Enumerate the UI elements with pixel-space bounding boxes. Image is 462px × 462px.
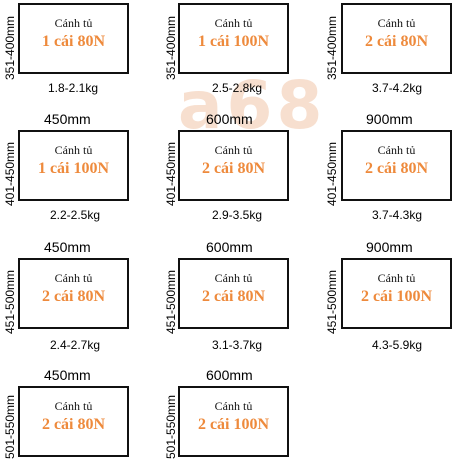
height-label: 451-500mm: [3, 269, 17, 334]
cabinet-door-box: Cánh tủ 2 cái 80N: [178, 258, 289, 329]
hinge-spec: 2 cái 80N: [364, 160, 429, 177]
hinge-spec: 1 cái 80N: [41, 33, 106, 50]
width-label: 600mm: [206, 239, 253, 255]
cabinet-door-box: Cánh tủ 2 cái 100N: [178, 386, 289, 457]
weight-range: 1.8-2.1kg: [48, 81, 99, 95]
height-label: 451-500mm: [325, 269, 339, 334]
width-label: 450mm: [44, 367, 91, 383]
panel-label: Cánh tủ: [214, 16, 253, 30]
weight-range: 4.3-5.9kg: [372, 338, 423, 352]
cabinet-door-box: Cánh tủ 2 cái 100N: [341, 258, 452, 329]
width-label: 900mm: [366, 111, 413, 127]
weight-range: 3.7-4.3kg: [372, 208, 423, 222]
cabinet-door-box: Cánh tủ 1 cái 80N: [18, 3, 129, 74]
cabinet-door-box: Cánh tủ 1 cái 100N: [18, 130, 129, 201]
height-label: 351-400mm: [325, 15, 339, 80]
width-label: 450mm: [44, 111, 91, 127]
panel-label: Cánh tủ: [54, 143, 93, 157]
cabinet-door-box: Cánh tủ 2 cái 80N: [18, 258, 129, 329]
height-label: 451-500mm: [164, 269, 178, 334]
cabinet-door-box: Cánh tủ 1 cái 100N: [178, 3, 289, 74]
panel-label: Cánh tủ: [377, 143, 416, 157]
panel-label: Cánh tủ: [377, 16, 416, 30]
panel-label: Cánh tủ: [214, 399, 253, 413]
hinge-spec: 2 cái 80N: [41, 416, 106, 433]
hinge-spec: 2 cái 80N: [364, 33, 429, 50]
height-label: 401-450mm: [325, 141, 339, 206]
hinge-spec: 2 cái 80N: [201, 288, 266, 305]
hinge-spec: 1 cái 100N: [197, 33, 270, 50]
hinge-spec: 2 cái 80N: [201, 160, 266, 177]
panel-label: Cánh tủ: [54, 271, 93, 285]
height-label: 501-550mm: [3, 394, 17, 459]
cabinet-door-box: Cánh tủ 2 cái 80N: [18, 386, 129, 457]
height-label: 351-400mm: [3, 15, 17, 80]
cabinet-door-box: Cánh tủ 2 cái 80N: [341, 3, 452, 74]
hinge-spec: 2 cái 100N: [197, 416, 270, 433]
width-label: 450mm: [44, 239, 91, 255]
width-label: 900mm: [366, 239, 413, 255]
weight-range: 2.4-2.7kg: [50, 338, 101, 352]
weight-range: 3.1-3.7kg: [212, 338, 263, 352]
panel-label: Cánh tủ: [214, 143, 253, 157]
height-label: 501-550mm: [164, 394, 178, 459]
weight-range: 2.9-3.5kg: [212, 208, 263, 222]
height-label: 401-450mm: [3, 141, 17, 206]
panel-label: Cánh tủ: [214, 271, 253, 285]
weight-range: 3.7-4.2kg: [372, 81, 423, 95]
height-label: 351-400mm: [164, 15, 178, 80]
watermark-logo: a68: [178, 78, 327, 134]
width-label: 600mm: [206, 111, 253, 127]
width-label: 600mm: [206, 367, 253, 383]
weight-range: 2.5-2.8kg: [212, 81, 263, 95]
panel-label: Cánh tủ: [377, 271, 416, 285]
panel-label: Cánh tủ: [54, 16, 93, 30]
hinge-spec: 1 cái 100N: [37, 160, 110, 177]
cabinet-door-box: Cánh tủ 2 cái 80N: [341, 130, 452, 201]
hinge-spec: 2 cái 80N: [41, 288, 106, 305]
height-label: 401-450mm: [164, 141, 178, 206]
weight-range: 2.2-2.5kg: [50, 208, 101, 222]
panel-label: Cánh tủ: [54, 399, 93, 413]
cabinet-door-box: Cánh tủ 2 cái 80N: [178, 130, 289, 201]
hinge-spec: 2 cái 100N: [360, 288, 433, 305]
